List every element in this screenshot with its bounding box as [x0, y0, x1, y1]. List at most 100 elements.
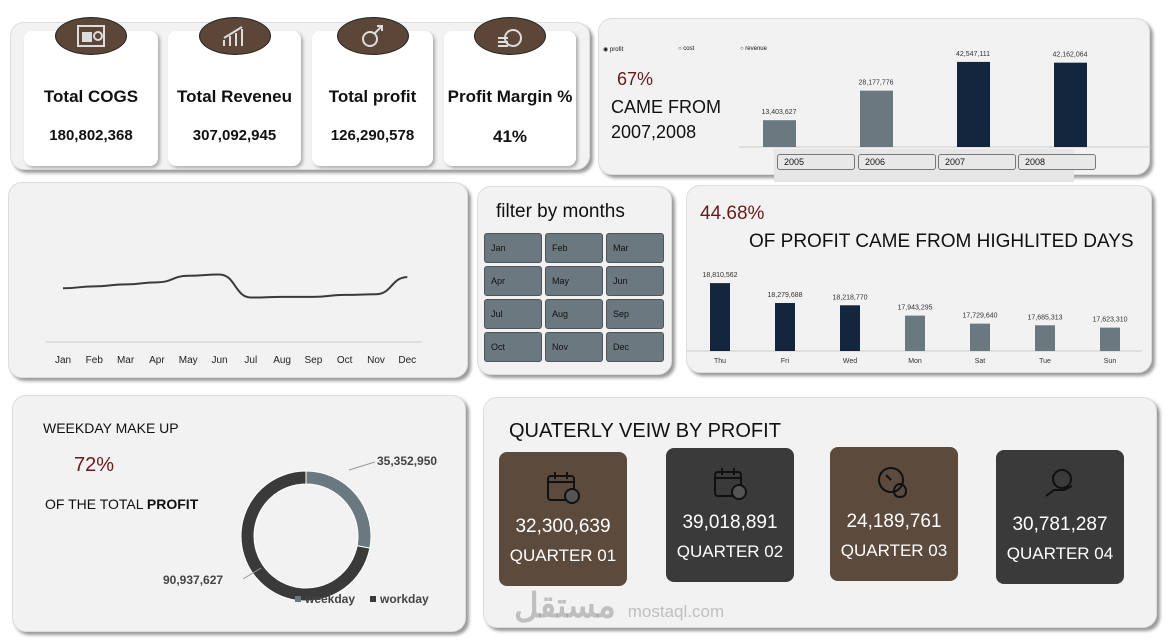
legend-label: workday: [379, 592, 429, 606]
weekday-percent: 72%: [74, 454, 115, 476]
month-button-feb[interactable]: Feb: [545, 233, 603, 263]
growth-chart-icon: [198, 17, 271, 55]
quarter-label: QUARTER 04: [1006, 544, 1114, 563]
calendar-clock-icon: [712, 466, 748, 505]
x-tick-label: Sun: [1104, 358, 1117, 365]
month-filter-panel: filter by months Jan Feb Mar Apr May Jun Jul Au…: [477, 186, 672, 375]
legend-swatch: [370, 596, 376, 602]
metric-radio-group: ◉ profit ○ cost ○ revenue: [603, 46, 767, 53]
quarter-card-3: 24,189,761 QUARTER 03: [830, 447, 958, 581]
clock-money-bag-icon: [876, 465, 912, 504]
hand-clock-icon: [1042, 468, 1078, 507]
month-button-jun[interactable]: Jun: [606, 266, 664, 296]
kpi-label: Total Reveneu: [177, 87, 292, 106]
x-tick-label: Jan: [55, 355, 71, 366]
x-tick-label: Sep: [305, 355, 323, 366]
quarter-card-2: 39,018,891 QUARTER 02: [666, 448, 794, 582]
month-button-oct[interactable]: Oct: [484, 332, 542, 362]
trend-line: [62, 273, 408, 299]
slicer-2007[interactable]: 2007: [938, 154, 1016, 170]
x-tick-label: Tue: [1039, 358, 1051, 365]
data-label: 42,547,111: [956, 51, 990, 58]
kpi-label: Profit Margin %: [447, 87, 573, 106]
slicer-2006[interactable]: 2006: [858, 154, 936, 170]
kpi-card-cogs: Total COGS 180,802,368: [24, 17, 158, 166]
radio-label: revenue: [745, 46, 767, 52]
bar-Sun: [1100, 327, 1120, 351]
x-tick-label: Fri: [781, 358, 790, 365]
month-button-apr[interactable]: Apr: [484, 266, 542, 296]
radio-profit[interactable]: ◉ profit: [603, 47, 624, 53]
data-label: 17,729,640: [962, 313, 997, 320]
weekday-panel: WEEKDAY MAKE UP 72% OF THE TOTAL PROFIT …: [12, 395, 466, 632]
x-tick-label: Jul: [244, 355, 257, 366]
monthly-trend-panel: Jan Feb Mar Apr May Jun Jul Aug Sep Oct Nov Dec: [8, 182, 468, 378]
month-button-aug[interactable]: Aug: [545, 299, 603, 329]
day-title: OF PROFIT CAME FROM HIGHLITED DAYS: [749, 231, 1134, 252]
x-tick-label: Jun: [211, 355, 227, 366]
leader-line: [242, 567, 262, 580]
year-caption-2: 2007,2008: [611, 122, 697, 142]
month-button-may[interactable]: May: [545, 266, 603, 296]
data-label: 18,810,562: [702, 272, 737, 279]
month-button-dec[interactable]: Dec: [606, 332, 664, 362]
x-tick-label: Mon: [908, 358, 922, 365]
slicer-2005[interactable]: 2005: [777, 154, 855, 170]
caption-bold: PROFIT: [146, 496, 199, 512]
data-label: 18,218,770: [832, 294, 867, 301]
caption-text: OF THE TOTAL: [45, 496, 147, 512]
bar-Tue: [1035, 325, 1055, 351]
month-button-nov[interactable]: Nov: [545, 332, 603, 362]
coins-percent-icon: [474, 17, 546, 55]
weekday-caption: OF THE TOTAL PROFIT: [45, 496, 198, 512]
kpi-value: 307,092,945: [192, 127, 277, 144]
quarter-value: 39,018,891: [682, 512, 778, 533]
leader-line: [348, 461, 376, 471]
quarter-label: QUARTER 03: [840, 541, 948, 560]
month-filter-title: filter by months: [496, 201, 625, 222]
x-tick-label: Apr: [149, 355, 165, 366]
bar-2008: [1054, 62, 1087, 147]
day-bar-chart: 18,810,562 Thu 18,279,688 Fri 18,218,770 Wed 1…: [687, 272, 1142, 365]
kpi-panel: Total COGS 180,802,368 Total Reveneu 307…: [10, 17, 590, 170]
year-caption-1: CAME FROM: [611, 97, 721, 117]
radio-cost[interactable]: ○ cost: [678, 46, 695, 52]
kpi-label: Total COGS: [43, 87, 139, 106]
radio-revenue[interactable]: ○ revenue: [740, 46, 767, 52]
x-tick-label: Mar: [117, 355, 135, 366]
month-button-mar[interactable]: Mar: [606, 233, 664, 263]
data-label: 13,403,627: [761, 109, 796, 116]
calendar-clock-icon: [545, 470, 581, 509]
bar-Fri: [775, 303, 795, 351]
daily-profit-panel: 44.68% OF PROFIT CAME FROM HIGHLITED DAY…: [686, 185, 1152, 373]
quarterly-title: QUATERLY VEIW BY PROFIT: [509, 420, 781, 442]
data-label: 35,352,950: [377, 454, 437, 468]
bar-2006: [860, 90, 893, 147]
watermark-arabic: مستقل: [514, 587, 616, 625]
radio-label: profit: [609, 47, 624, 53]
slicer-2008[interactable]: 2008: [1018, 154, 1096, 170]
quarter-card-4: 30,781,287 QUARTER 04: [996, 450, 1124, 584]
x-tick-label: Nov: [367, 355, 385, 366]
data-label: 18,279,688: [767, 292, 802, 299]
legend-label: weekday: [304, 592, 355, 606]
data-label: 90,937,627: [163, 573, 223, 587]
month-button-jan[interactable]: Jan: [484, 233, 542, 263]
quarter-label: QUARTER 02: [676, 542, 784, 561]
month-button-jul[interactable]: Jul: [484, 299, 542, 329]
legend-swatch: [295, 596, 301, 602]
x-tick-label: Wed: [843, 358, 857, 365]
kpi-card-revenue: Total Reveneu 307,092,945: [168, 17, 301, 166]
x-tick-label: Aug: [273, 355, 291, 366]
profit-arrow-icon: [336, 17, 409, 55]
kpi-card-margin: Profit Margin % 41%: [444, 17, 576, 166]
monthly-line-chart: Jan Feb Mar Apr May Jun Jul Aug Sep Oct Nov Dec: [46, 273, 422, 366]
kpi-card-profit: Total profit 126,290,578: [312, 17, 433, 166]
watermark-logo: مستقل mostaql.com: [514, 588, 724, 624]
data-label: 28,177,776: [858, 80, 893, 87]
data-label: 42,162,064: [1052, 52, 1087, 59]
x-tick-label: Sat: [975, 358, 986, 365]
quarter-value: 24,189,761: [846, 511, 942, 532]
data-label: 17,943,295: [897, 305, 932, 312]
month-button-sep[interactable]: Sep: [606, 299, 664, 329]
